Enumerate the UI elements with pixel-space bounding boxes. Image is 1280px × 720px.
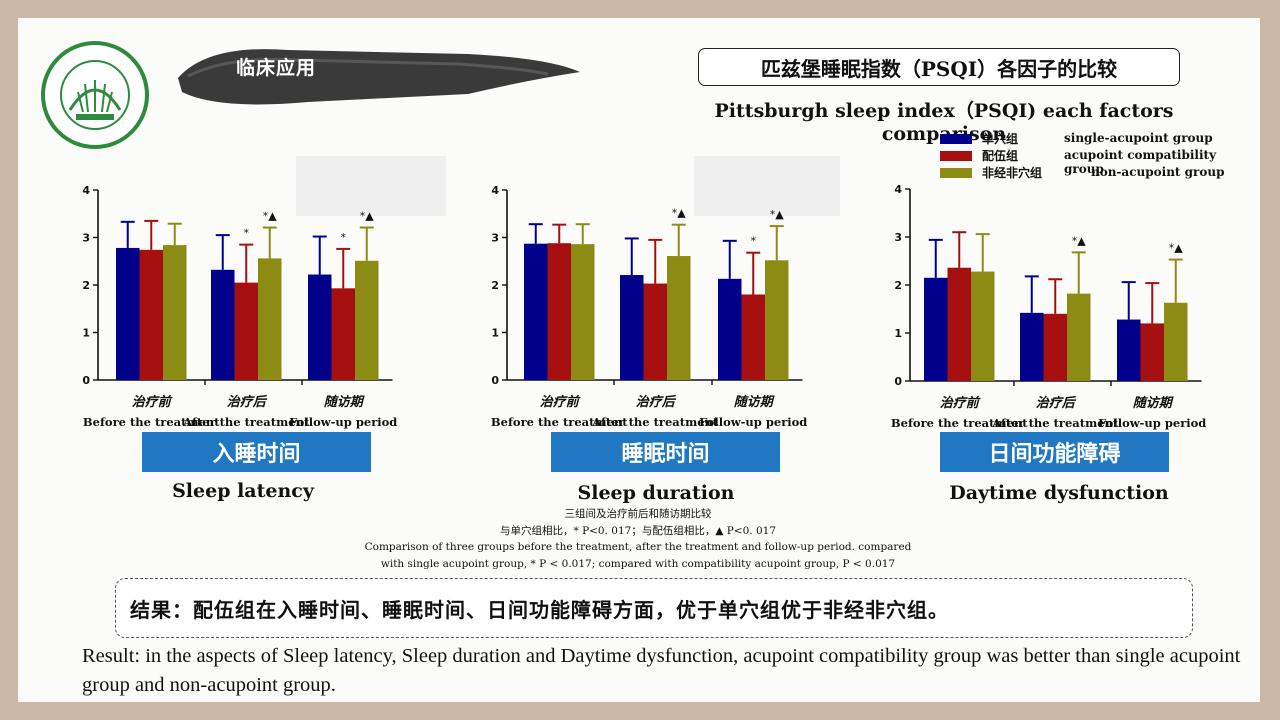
- bar: [1020, 312, 1044, 381]
- significance-mark: *: [751, 235, 757, 248]
- x-category-label: 随访期: [1133, 395, 1174, 411]
- legend-swatch: [940, 134, 972, 144]
- bar: [355, 260, 379, 380]
- x-category-label: 治疗后: [636, 394, 677, 410]
- significance-mark: *▲: [770, 208, 785, 221]
- panel-title-sleep-duration: Sleep duration: [577, 482, 735, 504]
- bar: [547, 243, 571, 380]
- bar: [1164, 302, 1188, 381]
- bar: [258, 258, 282, 380]
- significance-mark: *: [244, 227, 250, 240]
- bar: [620, 275, 644, 380]
- result-text: Result: in the aspects of Sleep latency,…: [82, 645, 1241, 696]
- x-category-label-en: Before the treatment: [491, 415, 628, 429]
- y-tick-label: 4: [82, 184, 90, 197]
- legend: 单穴组 single-acupoint group 配伍组 acupoint c…: [940, 130, 1260, 181]
- bar: [1067, 293, 1091, 381]
- y-tick-label: 4: [894, 183, 902, 196]
- panel-badge-sleep-duration: 睡眠时间: [551, 432, 780, 472]
- bar: [667, 256, 691, 380]
- slide: 临床应用 匹兹堡睡眠指数（PSQI）各因子的比较 Pittsburgh slee…: [18, 18, 1260, 702]
- legend-item-non: 非经非穴组 non-acupoint group: [940, 164, 1260, 181]
- result-box: 结果：配伍组在入睡时间、睡眠时间、日间功能障碍方面，优于单穴组优于非经非穴组。: [115, 578, 1193, 638]
- x-category-label-en: After the treatment: [182, 415, 310, 429]
- panel-badge-daytime: 日间功能障碍: [940, 432, 1169, 472]
- bar: [741, 294, 765, 380]
- y-tick-label: 2: [82, 279, 90, 292]
- background-patch: [296, 156, 446, 216]
- bar: [643, 283, 667, 380]
- y-tick-label: 3: [82, 232, 90, 245]
- x-category-label-en: Follow-up period: [699, 415, 807, 429]
- panel-title-sleep-latency: Sleep latency: [172, 480, 314, 502]
- significance-note: 三组间及治疗前后和随访期比较 与单穴组相比，* P<0. 017；与配伍组相比，…: [364, 508, 912, 570]
- bar: [571, 244, 595, 380]
- bar: [765, 260, 789, 380]
- bar: [947, 267, 971, 381]
- y-tick-label: 2: [491, 279, 499, 292]
- panel-title-daytime: Daytime dysfunction: [949, 482, 1169, 504]
- bar: [1140, 323, 1164, 381]
- y-tick-label: 3: [894, 231, 902, 244]
- legend-swatch: [940, 168, 972, 178]
- legend-item-single: 单穴组 single-acupoint group: [940, 130, 1260, 147]
- significance-mark: *▲: [263, 210, 278, 223]
- y-tick-label: 1: [491, 327, 499, 340]
- significance-mark: *▲: [672, 207, 687, 220]
- x-category-label: 治疗后: [1036, 395, 1077, 411]
- x-category-label-en: Follow-up period: [289, 415, 397, 429]
- section-label: 临床应用: [236, 57, 317, 79]
- charts-canvas: 0 1 2 3 4 治疗前 Before the treatment 治疗后 After the…: [82, 183, 1206, 430]
- legend-swatch: [940, 151, 972, 161]
- bar: [1043, 313, 1067, 381]
- x-category-label-en: Follow-up period: [1098, 416, 1206, 430]
- x-category-label-en: After the treatment: [591, 415, 719, 429]
- bar: [234, 282, 258, 380]
- bar: [331, 288, 355, 380]
- significance-mark: *▲: [360, 210, 375, 223]
- bar: [924, 277, 948, 381]
- society-logo: [41, 41, 149, 149]
- x-category-label-en: Before the treatment: [891, 416, 1028, 430]
- significance-mark: *▲: [1072, 234, 1087, 247]
- y-tick-label: 0: [82, 374, 90, 387]
- y-tick-label: 1: [82, 327, 90, 340]
- bar: [971, 271, 995, 381]
- x-category-label: 治疗后: [227, 394, 268, 410]
- y-tick-label: 0: [491, 374, 499, 387]
- x-category-label: 治疗前: [132, 394, 173, 410]
- bar: [116, 247, 140, 380]
- background-patch: [694, 156, 840, 216]
- chart-title: 匹兹堡睡眠指数（PSQI）各因子的比较: [698, 48, 1180, 86]
- x-category-label: 随访期: [324, 394, 365, 410]
- ink-brush-decoration: [178, 49, 580, 105]
- bar: [524, 243, 548, 380]
- y-tick-label: 2: [894, 279, 902, 292]
- y-tick-label: 1: [894, 327, 902, 340]
- panel-badge-sleep-latency: 入睡时间: [142, 432, 371, 472]
- y-tick-label: 0: [894, 375, 902, 388]
- legend-item-compat: 配伍组 acupoint compatibility group: [940, 147, 1260, 176]
- y-tick-label: 3: [491, 232, 499, 245]
- bar: [163, 245, 187, 380]
- bar: [718, 278, 742, 380]
- x-category-label: 治疗前: [940, 395, 981, 411]
- significance-mark: *: [341, 231, 347, 244]
- x-category-label-en: After the treatment: [991, 416, 1119, 430]
- bar: [139, 249, 163, 380]
- bar: [1117, 319, 1141, 381]
- x-category-label-en: Before the treatment: [83, 415, 220, 429]
- y-tick-label: 4: [491, 184, 499, 197]
- bar: [211, 269, 235, 380]
- x-category-label: 随访期: [734, 394, 775, 410]
- bar: [308, 274, 332, 380]
- significance-mark: *▲: [1169, 242, 1184, 255]
- x-category-label: 治疗前: [540, 394, 581, 410]
